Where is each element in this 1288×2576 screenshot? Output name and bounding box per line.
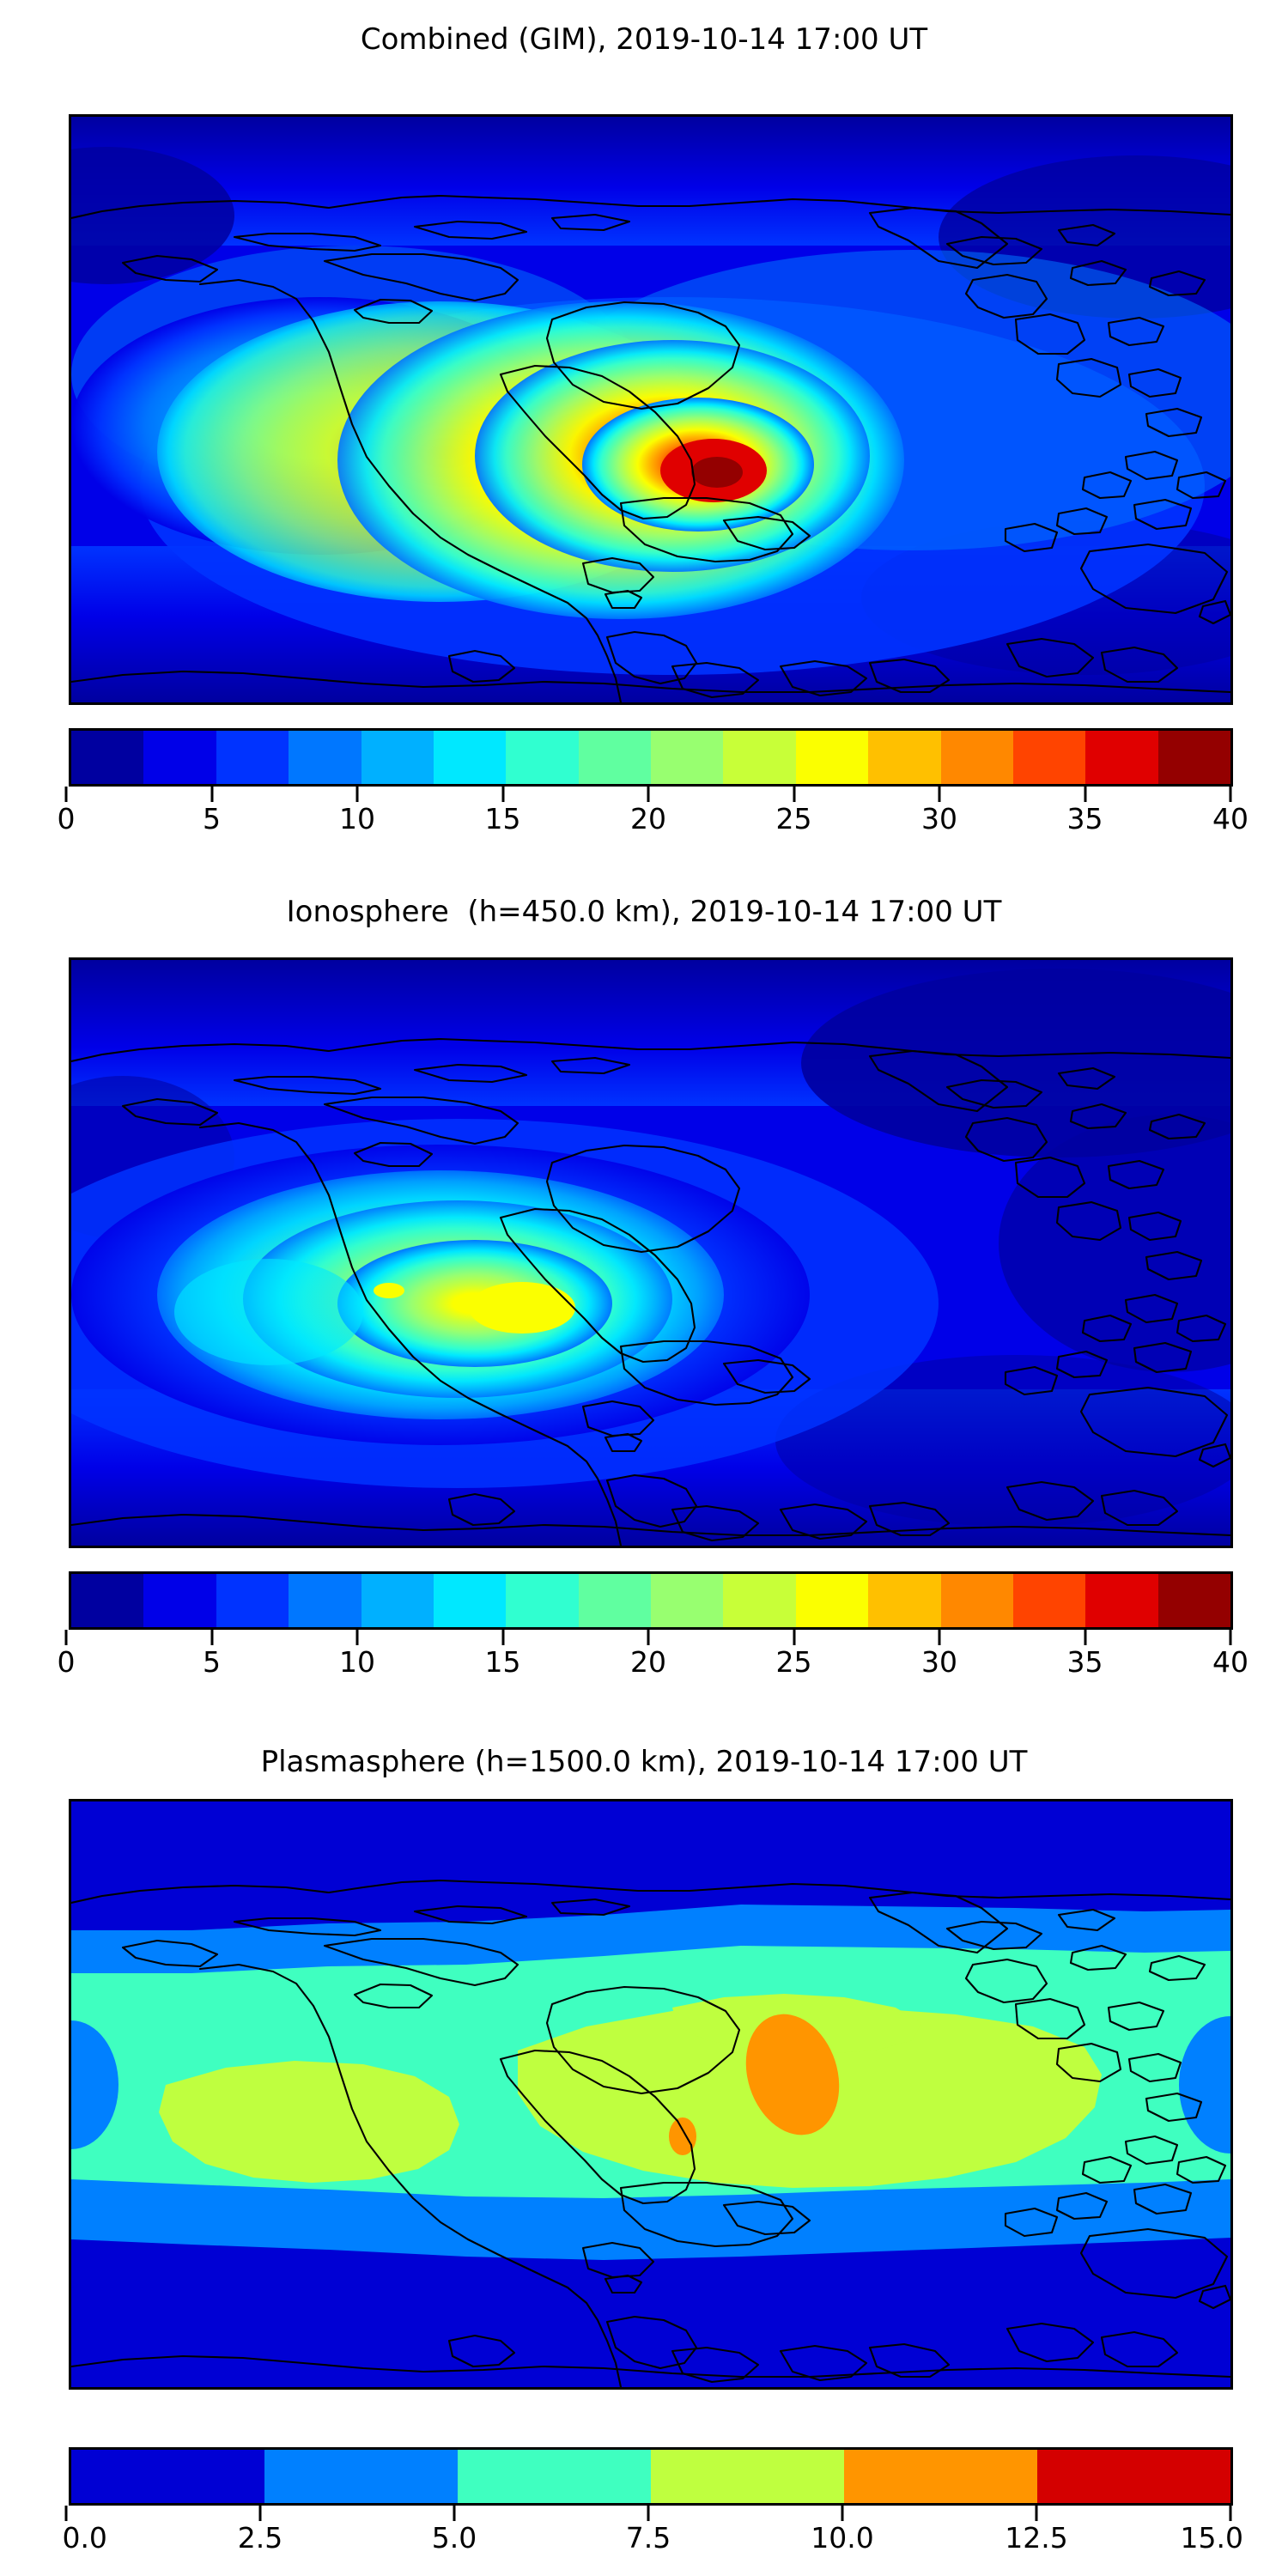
cbar2-tick-8: 40 [1212,1645,1249,1679]
panel-ionosphere-450: Ionosphere (h=450.0 km), 2019-10-14 17:0… [0,859,1288,1717]
cbar2-tick-3: 15 [484,1645,521,1679]
cbar1-tick-3: 15 [484,802,521,835]
cbar3-tick-1: 2.5 [237,2521,283,2555]
cbar1-tick-4: 20 [630,802,666,835]
panel-title-combined-gim: Combined (GIM), 2019-10-14 17:00 UT [360,22,928,57]
cbar3-tick-3: 7.5 [625,2521,671,2555]
cbar2-tick-1: 5 [203,1645,221,1679]
cbar1-tick-7: 35 [1066,802,1103,835]
map-ionosphere-450 [69,957,1233,1548]
panel-combined-gim: Combined (GIM), 2019-10-14 17:00 UT [0,0,1288,859]
colorbar-combined-gim: 0 5 10 15 20 25 30 35 40 [58,728,1249,840]
colorbar-ticks-ionosphere [64,1630,1232,1645]
colorbar-labels-ionosphere: 0 5 10 15 20 25 30 35 40 [58,1645,1249,1683]
colorbar-gradient-ionosphere [69,1571,1233,1630]
map-plasmasphere-1500 [69,1799,1233,2390]
cbar2-tick-7: 35 [1066,1645,1103,1679]
colorbar-gradient-combined [69,728,1233,787]
cbar3-tick-6: 15.0 [1180,2521,1244,2555]
panel-plasmasphere-1500: Plasmasphere (h=1500.0 km), 2019-10-14 1… [0,1717,1288,2576]
colorbar-gradient-plasmasphere [69,2447,1233,2506]
map-combined-gim [69,114,1233,705]
cbar2-tick-6: 30 [921,1645,957,1679]
cbar2-tick-4: 20 [630,1645,666,1679]
cbar3-tick-2: 5.0 [431,2521,477,2555]
cbar1-tick-1: 5 [203,802,221,835]
cbar3-tick-4: 10.0 [811,2521,874,2555]
cbar2-tick-5: 25 [775,1645,812,1679]
colorbar-ticks-combined [64,787,1232,802]
panel-title-ionosphere: Ionosphere (h=450.0 km), 2019-10-14 17:0… [286,895,1002,929]
cbar1-tick-8: 40 [1212,802,1249,835]
colorbar-labels-plasmasphere: 0.0 2.5 5.0 7.5 10.0 12.5 15.0 [62,2521,1243,2559]
cbar1-tick-2: 10 [339,802,375,835]
cbar1-tick-5: 25 [775,802,812,835]
colorbar-plasmasphere-1500: 0.0 2.5 5.0 7.5 10.0 12.5 15.0 [62,2447,1243,2559]
cbar3-tick-0: 0.0 [62,2521,107,2555]
cbar1-tick-0: 0 [57,802,76,835]
tec-field-combined [71,117,1230,702]
colorbar-ionosphere-450: 0 5 10 15 20 25 30 35 40 [58,1571,1249,1683]
panel-title-plasmasphere: Plasmasphere (h=1500.0 km), 2019-10-14 1… [260,1745,1028,1779]
cbar3-tick-5: 12.5 [1005,2521,1068,2555]
cbar2-tick-0: 0 [57,1645,76,1679]
cbar2-tick-2: 10 [339,1645,375,1679]
colorbar-labels-combined: 0 5 10 15 20 25 30 35 40 [58,802,1249,840]
tec-field-plasmasphere [71,1801,1230,2387]
cbar1-tick-6: 30 [921,802,957,835]
tec-field-ionosphere [71,960,1230,1546]
colorbar-ticks-plasmasphere [64,2506,1232,2521]
